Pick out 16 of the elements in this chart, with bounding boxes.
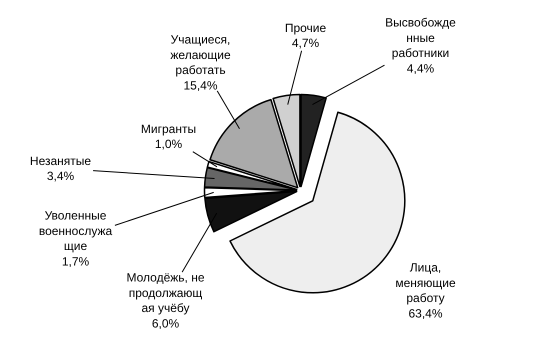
data-label: 15,4%: [183, 78, 218, 93]
data-label: 6,0%: [152, 316, 180, 331]
data-label: 4,4%: [406, 62, 435, 76]
data-label: 1,0%: [154, 137, 183, 152]
slice-label: Мигранты: [140, 122, 196, 136]
slice-label: Молодёжь, не продолжающ ая учёбу: [126, 270, 205, 316]
slice-label: Уволенные военнослужа щие: [38, 208, 113, 254]
data-label: 4,7%: [292, 36, 320, 50]
slice-label: Лица, меняющие работу: [395, 260, 456, 306]
data-label: 3,4%: [46, 169, 75, 184]
slice-label: Учащиеся, желающие работать: [170, 32, 231, 78]
data-label: 63,4%: [408, 306, 443, 321]
slice-label: Незанятые: [30, 154, 92, 168]
slice-label: Прочие: [284, 20, 326, 35]
data-label: 1,7%: [62, 254, 90, 269]
slice-label: Высвобожде нные работники: [385, 15, 456, 60]
